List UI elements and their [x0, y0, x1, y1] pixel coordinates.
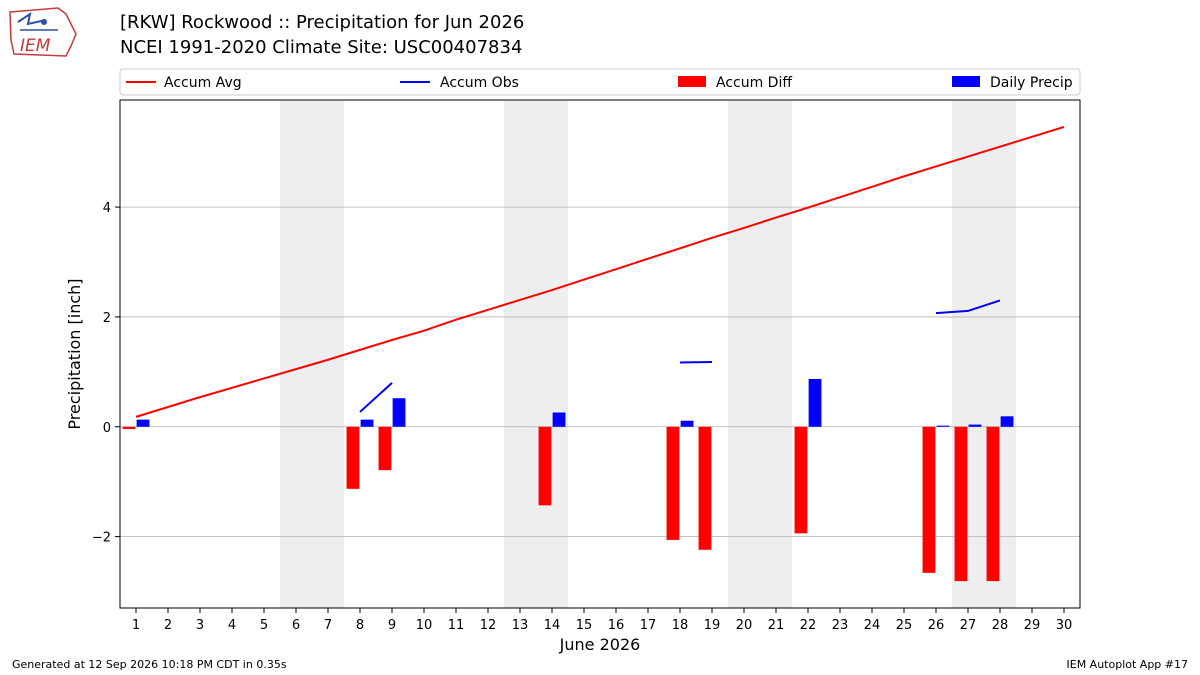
x-tick-label: 9 [388, 618, 396, 633]
weekend-band [536, 100, 568, 608]
daily-precip-bar [968, 424, 982, 427]
x-tick-label: 6 [292, 618, 300, 633]
accum-diff-bar [346, 426, 360, 489]
y-tick-label: 4 [103, 201, 111, 216]
daily-precip-bar [1000, 416, 1014, 427]
accum-obs-segment [359, 382, 393, 413]
daily-precip-bars [136, 378, 1014, 427]
x-tick-label: 15 [576, 618, 593, 633]
x-tick-label: 12 [480, 618, 497, 633]
daily-precip-bar [136, 419, 150, 427]
weekend-band [312, 100, 344, 608]
accum-diff-bar [378, 426, 392, 471]
accum-diff-bar [122, 426, 136, 429]
x-tick-label: 5 [260, 618, 268, 633]
legend-daily-label: Daily Precip [990, 75, 1073, 91]
accum-diff-bar [538, 426, 552, 506]
x-axis-label: June 2026 [559, 635, 641, 654]
daily-precip-bar [936, 425, 950, 427]
x-tick-label: 11 [448, 618, 465, 633]
accum-obs-segment [935, 299, 1001, 315]
x-tick-label: 20 [736, 618, 753, 633]
y-axis-ticks: −2 0 2 4 [92, 201, 120, 546]
x-tick-label: 29 [1024, 618, 1041, 633]
accum-obs-segment [679, 360, 713, 364]
chart-title: [RKW] Rockwood :: Precipitation for Jun … [120, 12, 525, 33]
y-tick-label: 2 [103, 311, 111, 326]
x-tick-label: 30 [1056, 618, 1073, 633]
x-tick-label: 2 [164, 618, 172, 633]
x-tick-label: 19 [704, 618, 721, 633]
x-tick-label: 10 [416, 618, 433, 633]
x-tick-label: 16 [608, 618, 625, 633]
y-tick-label: 0 [103, 421, 111, 436]
x-tick-label: 13 [512, 618, 529, 633]
weekend-band [760, 100, 792, 608]
x-tick-label: 3 [196, 618, 204, 633]
logo-text: IEM [20, 36, 51, 56]
daily-precip-bar [808, 378, 822, 427]
daily-precip-bar [392, 398, 406, 427]
x-tick-label: 7 [324, 618, 332, 633]
y-axis-label: Precipitation [inch] [65, 278, 84, 429]
daily-precip-bar [360, 419, 374, 427]
accum-avg-segment [135, 125, 1065, 418]
x-tick-label: 27 [960, 618, 977, 633]
legend: Accum Avg Accum Obs Accum Diff Daily Pre… [119, 68, 1081, 96]
plot-area: 1 2 3 4 5 6 7 8 9 10 11 12 13 14 15 16 17 18 19 20 21 22 23 24 2… [65, 99, 1081, 654]
x-tick-label: 26 [928, 618, 945, 633]
accum-diff-bar [986, 426, 1000, 582]
daily-precip-bar [552, 412, 566, 427]
app-credit: IEM Autoplot App #17 [1066, 658, 1189, 671]
legend-diff-label: Accum Diff [716, 75, 792, 91]
accum-diff-bar [954, 426, 968, 582]
x-tick-label: 23 [832, 618, 849, 633]
x-tick-label: 1 [132, 618, 140, 633]
legend-box [119, 68, 1081, 96]
accum-diff-bar [794, 426, 808, 534]
chart-subtitle: NCEI 1991-2020 Climate Site: USC00407834 [120, 37, 523, 58]
x-tick-label: 28 [992, 618, 1009, 633]
iem-logo: IEM [9, 7, 77, 57]
x-axis-ticks: 1 2 3 4 5 6 7 8 9 10 11 12 13 14 15 16 17 18 19 20 21 22 23 24 2… [132, 608, 1072, 633]
weekend-band [728, 100, 760, 608]
x-tick-label: 17 [640, 618, 657, 633]
x-tick-label: 25 [896, 618, 913, 633]
accum-diff-bar [666, 426, 680, 540]
generated-timestamp: Generated at 12 Sep 2026 10:18 PM CDT in… [12, 658, 287, 671]
weekend-band [280, 100, 312, 608]
weekend-band [504, 100, 536, 608]
legend-diff-swatch [678, 76, 706, 87]
accum-diff-bar [698, 426, 712, 550]
x-tick-label: 24 [864, 618, 881, 633]
legend-daily-swatch [952, 76, 980, 87]
plot-frame [119, 99, 1081, 609]
accum-diff-bars [122, 426, 1000, 582]
y-tick-label: −2 [92, 531, 111, 546]
grid-lines [120, 206, 1080, 538]
x-tick-label: 8 [356, 618, 364, 633]
x-tick-label: 22 [800, 618, 817, 633]
x-tick-label: 14 [544, 618, 561, 633]
daily-precip-bar [680, 420, 694, 427]
x-tick-label: 18 [672, 618, 689, 633]
accum-diff-bar [922, 426, 936, 573]
x-tick-label: 4 [228, 618, 236, 633]
legend-obs-label: Accum Obs [440, 75, 519, 91]
accum-obs-line [359, 299, 1001, 413]
legend-avg-label: Accum Avg [164, 75, 242, 91]
accum-avg-line [135, 125, 1065, 418]
x-tick-label: 21 [768, 618, 785, 633]
